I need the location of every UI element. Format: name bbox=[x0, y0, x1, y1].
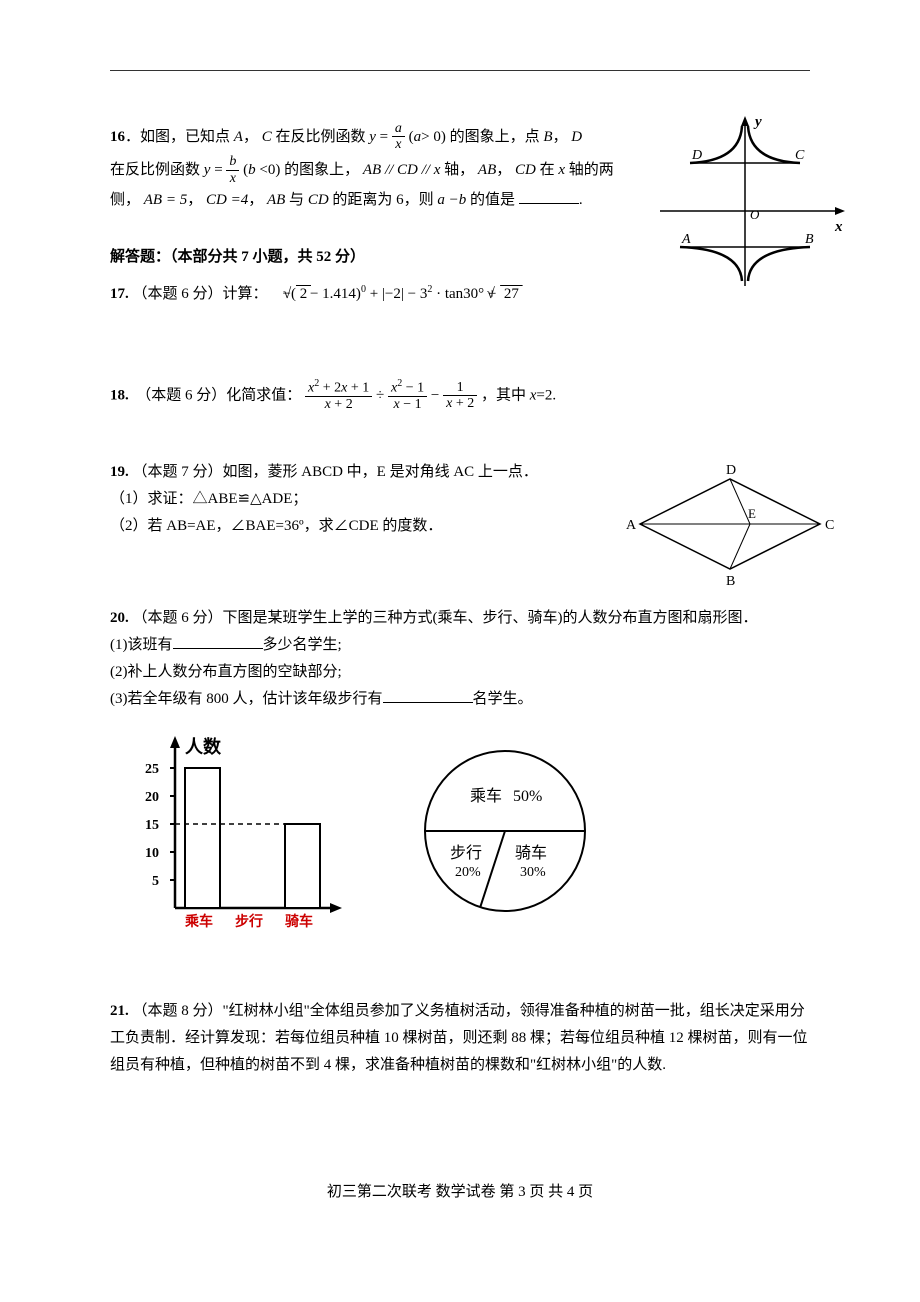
q20-part2: (2)补上人数分布直方图的空缺部分; bbox=[110, 659, 810, 686]
svg-text:5: 5 bbox=[152, 874, 159, 889]
svg-text:步行: 步行 bbox=[450, 844, 482, 862]
svg-text:步行: 步行 bbox=[235, 913, 263, 930]
q16-blank bbox=[519, 189, 579, 204]
y-ticks: 5 10 15 20 25 bbox=[145, 762, 175, 889]
question-19: A C D B E 19. （本题 7 分）如图，菱形 ABCD 中，E 是对角… bbox=[110, 459, 810, 540]
pie-chart: 乘车 50% 骑车 30% 步行 20% bbox=[410, 736, 600, 936]
origin-label: O bbox=[750, 207, 760, 222]
svg-text:x: x bbox=[834, 219, 843, 235]
svg-text:C: C bbox=[825, 518, 834, 533]
svg-text:D: D bbox=[726, 463, 736, 478]
svg-text:骑车: 骑车 bbox=[285, 913, 313, 930]
top-rule bbox=[110, 70, 810, 71]
svg-text:人数: 人数 bbox=[185, 736, 222, 757]
svg-text:30%: 30% bbox=[520, 865, 546, 880]
svg-text:A: A bbox=[626, 518, 637, 533]
question-18: 18. （本题 6 分）化简求值： x2 + 2x + 1x + 2 ÷ x2 … bbox=[110, 378, 810, 414]
q20-part3: (3)若全年级有 800 人，估计该年级步行有名学生。 bbox=[110, 686, 810, 713]
svg-text:20: 20 bbox=[145, 790, 159, 805]
q20-part1: (1)该班有多少名学生; bbox=[110, 632, 810, 659]
svg-text:15: 15 bbox=[145, 818, 159, 833]
q20-blank2 bbox=[383, 688, 473, 703]
svg-text:E: E bbox=[748, 506, 756, 521]
svg-text:骑车: 骑车 bbox=[515, 844, 547, 862]
svg-text:乘车: 乘车 bbox=[470, 787, 502, 805]
question-16: O x y D C A B 16．如图，已知点 A， C 在反比例函数 y = … bbox=[110, 121, 810, 214]
svg-text:10: 10 bbox=[145, 846, 159, 861]
svg-text:C: C bbox=[795, 148, 805, 163]
svg-text:B: B bbox=[726, 574, 735, 589]
question-17: 17. （本题 6 分）计算： −( 2 √ − 1.414)0 + |−2| … bbox=[110, 281, 810, 308]
q20-blank1 bbox=[173, 634, 263, 649]
svg-text:y: y bbox=[753, 114, 762, 130]
q17-expression: −( 2 √ − 1.414)0 + |−2| − 32 · tan30° + … bbox=[283, 286, 495, 302]
q16-graph: O x y D C A B bbox=[650, 111, 850, 301]
svg-text:D: D bbox=[691, 148, 702, 163]
svg-text:B: B bbox=[805, 232, 814, 247]
bar-chart: 人数 5 10 15 20 25 乘车 步行 骑车 bbox=[130, 728, 350, 943]
question-20: 20. （本题 6 分）下图是某班学生上学的三种方式(乘车、步行、骑车)的人数分… bbox=[110, 605, 810, 943]
page-footer: 初三第二次联考 数学试卷 第 3 页 共 4 页 bbox=[110, 1179, 810, 1206]
svg-text:乘车: 乘车 bbox=[184, 913, 213, 930]
svg-text:50%: 50% bbox=[513, 788, 542, 805]
q19-figure: A C D B E bbox=[620, 454, 840, 604]
svg-text:25: 25 bbox=[145, 762, 159, 777]
svg-text:20%: 20% bbox=[455, 865, 481, 880]
svg-text:A: A bbox=[681, 232, 691, 247]
question-21: 21. （本题 8 分）"红树林小组"全体组员参加了义务植树活动，领得准备种植的… bbox=[110, 998, 810, 1079]
